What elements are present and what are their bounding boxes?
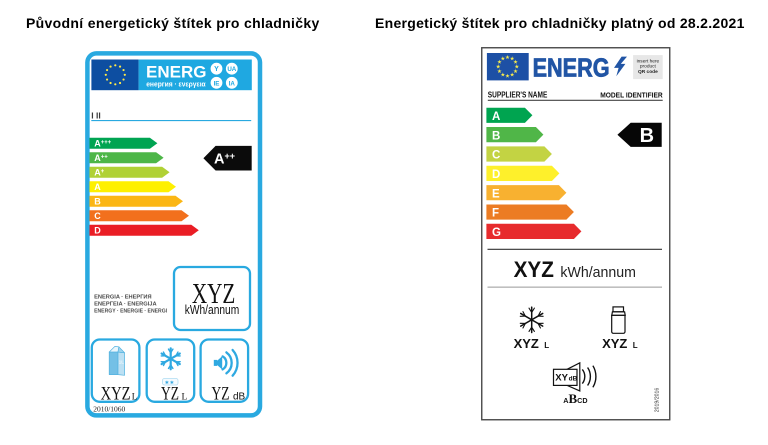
svg-text:dB: dB <box>569 375 578 382</box>
svg-text:A+++: A+++ <box>94 139 112 149</box>
svg-text:A: A <box>492 111 500 123</box>
svg-text:B: B <box>640 125 654 147</box>
svg-text:ENERG: ENERG <box>146 63 206 82</box>
svg-text:XY: XY <box>555 372 568 383</box>
svg-text:D: D <box>94 226 101 236</box>
svg-text:L: L <box>132 391 138 401</box>
svg-text:YZ: YZ <box>161 383 179 404</box>
svg-text:XYZ: XYZ <box>101 383 131 404</box>
svg-text:1L: 1L <box>119 360 125 366</box>
svg-text:F: F <box>492 208 499 220</box>
svg-text:XYZ: XYZ <box>514 336 539 351</box>
svg-text:I II: I II <box>91 110 100 120</box>
svg-text:XYZ: XYZ <box>602 336 627 351</box>
svg-text:A+: A+ <box>94 168 105 178</box>
svg-text:B: B <box>492 130 500 142</box>
svg-text:енергия · ενεργεια: енергия · ενεργεια <box>146 81 206 88</box>
svg-text:product: product <box>640 64 657 70</box>
svg-text:A++: A++ <box>94 153 108 163</box>
svg-text:ENEPΓEIA · ENERGIJA: ENEPΓEIA · ENERGIJA <box>94 302 157 308</box>
svg-text:ENERGY · ENERGIE · ENERGI: ENERGY · ENERGIE · ENERGI <box>94 309 167 315</box>
svg-text:C: C <box>94 211 101 221</box>
svg-text:kWh/annum: kWh/annum <box>560 264 636 281</box>
svg-text:E: E <box>492 188 500 200</box>
svg-text:SUPPLIER'S NAME: SUPPLIER'S NAME <box>488 91 548 100</box>
svg-text:A: A <box>94 182 101 192</box>
svg-text:ENERGIA · ЕНЕРГИЯ: ENERGIA · ЕНЕРГИЯ <box>94 294 152 300</box>
svg-text:G: G <box>492 227 501 239</box>
svg-text:IE: IE <box>214 80 220 87</box>
svg-text:XYZ: XYZ <box>514 257 555 282</box>
svg-text:L: L <box>633 341 638 350</box>
svg-text:ENERG: ENERG <box>533 53 610 83</box>
svg-text:D: D <box>492 169 500 181</box>
svg-text:2010/1060: 2010/1060 <box>93 404 125 413</box>
svg-text:UA: UA <box>227 66 236 73</box>
svg-text:insert here: insert here <box>637 59 660 65</box>
svg-text:dB: dB <box>233 391 246 402</box>
svg-text:MODEL IDENTIFIER: MODEL IDENTIFIER <box>600 91 663 100</box>
svg-text:YZ: YZ <box>212 383 230 404</box>
svg-text:Y: Y <box>214 66 219 73</box>
svg-text:✱ ✱: ✱ ✱ <box>165 380 174 385</box>
svg-text:B: B <box>94 197 101 207</box>
svg-text:L: L <box>182 392 188 402</box>
svg-text:kWh/annum: kWh/annum <box>185 303 240 317</box>
svg-text:C: C <box>492 150 500 162</box>
svg-text:XYZ: XYZ <box>192 279 236 310</box>
svg-text:L: L <box>544 341 549 350</box>
svg-text:QR code: QR code <box>638 69 658 75</box>
svg-text:IA: IA <box>229 80 236 87</box>
svg-text:2019/2016: 2019/2016 <box>655 388 661 413</box>
